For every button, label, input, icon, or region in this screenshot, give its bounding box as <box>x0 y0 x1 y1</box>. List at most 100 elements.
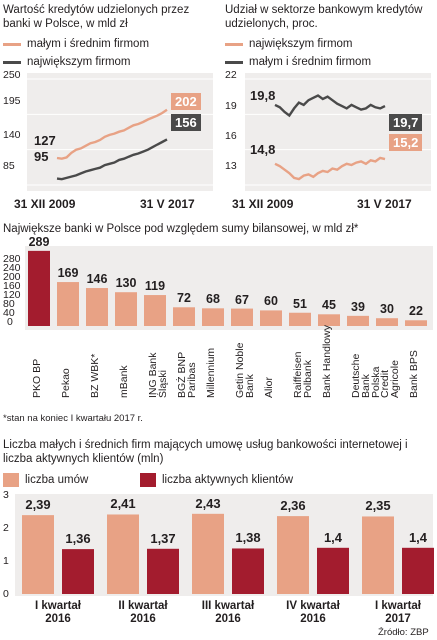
series-end-badge: 19,7 <box>389 114 423 131</box>
legend-label: małym i średnim firmom <box>27 38 150 50</box>
bar-value-label: 72 <box>177 291 191 306</box>
bar-value-label: 30 <box>380 302 394 317</box>
series-start-label: 95 <box>34 149 49 164</box>
loans-share-legend-sme: małym i średnim firmom <box>225 55 371 69</box>
series-line <box>56 138 168 181</box>
ytick: 140 <box>3 129 21 141</box>
loans-value-legend-large: największym firmom <box>3 55 131 69</box>
ytick: 0 <box>7 316 13 328</box>
ib-legend-contracts: liczba umów <box>3 473 88 487</box>
x-start-label: 31 XII 2009 <box>232 197 294 211</box>
bar-value-label: 119 <box>144 279 166 294</box>
ytick: 280 <box>3 253 21 265</box>
loans-value-chart <box>27 78 213 186</box>
legend-label: małym i średnim firmom <box>249 56 372 68</box>
ytick: 240 <box>3 262 21 274</box>
bar-value-label: 2,43 <box>195 495 221 511</box>
loans-value-legend-sme: małym i średnim firmom <box>3 37 149 51</box>
bar <box>202 308 224 326</box>
bar-value-label: 2,41 <box>110 496 136 512</box>
ytick: 19 <box>225 100 237 112</box>
loans-share-title: Udział w sektorze bankowym kredytów udzi… <box>225 4 423 30</box>
legend-swatch <box>140 473 156 487</box>
legend-label: największym firmom <box>249 38 353 50</box>
bar-value-label: 130 <box>115 276 137 291</box>
bar-value-label: 1,37 <box>150 530 176 546</box>
internet-banking-title: Liczba małych i średnich firm mających u… <box>3 439 408 465</box>
bar-value-label: 22 <box>409 304 423 319</box>
bar <box>362 516 394 594</box>
ytick: 200 <box>3 271 21 283</box>
loans-value-title: Wartość kredytów udzielonych przez banki… <box>3 4 190 30</box>
bar <box>144 295 166 326</box>
bar <box>192 513 224 594</box>
bar-value-label: 1,4 <box>408 529 428 545</box>
ytick: 40 <box>3 307 15 319</box>
bar <box>28 250 50 326</box>
bar <box>318 314 340 326</box>
bar <box>107 514 139 594</box>
bar <box>147 548 179 594</box>
bar-value-label: 2,35 <box>365 498 391 514</box>
bar <box>231 308 253 326</box>
bar <box>347 315 369 326</box>
ytick: 3 <box>3 489 9 501</box>
bar <box>376 318 398 326</box>
ytick: 22 <box>225 69 237 81</box>
ytick: 160 <box>3 280 21 292</box>
series-start-label: 19,8 <box>250 88 276 103</box>
legend-label: największym firmom <box>27 56 131 68</box>
bar-value-label: 169 <box>57 266 79 281</box>
ytick: 0 <box>3 588 9 600</box>
bar-value-label: 2,39 <box>25 497 51 513</box>
bar-value-label: 39 <box>351 299 365 314</box>
quarter-label: I kwartał 2017 <box>374 600 422 625</box>
series-line <box>274 94 386 118</box>
legend-label: liczba umów <box>25 474 89 486</box>
bar-value-label: 60 <box>264 294 278 309</box>
bar <box>260 310 282 326</box>
legend-swatch <box>3 60 21 64</box>
source: Źródło: ZBP <box>378 627 429 638</box>
bar-value-label: 289 <box>28 234 50 249</box>
loans-share-legend-large: największym firmom <box>225 37 353 51</box>
bar <box>277 516 309 594</box>
ytick: 85 <box>3 160 15 172</box>
ytick: 13 <box>225 160 237 172</box>
bar-value-label: 68 <box>206 292 220 307</box>
bar-value-label: 45 <box>322 298 336 313</box>
series-end-badge: 15,2 <box>389 134 423 151</box>
bar-value-label: 1,38 <box>235 530 261 546</box>
bar <box>86 288 108 326</box>
ytick: 2 <box>3 522 9 534</box>
quarter-label: III kwartał 2016 <box>201 600 255 625</box>
ytick: 80 <box>3 298 15 310</box>
ib-legend-active: liczba aktywnych klientów <box>140 473 293 487</box>
quarter-label: IV kwartał 2016 <box>286 600 340 625</box>
series-line <box>274 156 386 181</box>
bar <box>115 292 137 326</box>
ytick: 195 <box>3 95 21 107</box>
bar <box>402 547 434 594</box>
bar <box>405 320 427 326</box>
series-start-label: 127 <box>34 133 56 148</box>
bar <box>22 515 54 594</box>
ytick: 120 <box>3 289 21 301</box>
bar-value-label: 51 <box>293 296 307 311</box>
bar <box>62 549 94 594</box>
bar <box>173 307 195 326</box>
bar <box>289 312 311 326</box>
bar-value-label: 67 <box>235 292 249 307</box>
legend-swatch <box>3 42 21 46</box>
bank-assets-title: Największe banki w Polsce pod względem s… <box>3 223 359 235</box>
legend-swatch <box>3 473 19 487</box>
series-end-badge: 202 <box>171 93 201 110</box>
bank-assets-chart <box>28 250 427 326</box>
legend-swatch <box>225 42 243 46</box>
series-line <box>56 108 168 160</box>
bar-value-label: 1,36 <box>65 531 91 547</box>
footnote: *stan na koniec I kwartału 2017 r. <box>3 413 143 424</box>
ytick: 250 <box>3 69 21 81</box>
bar <box>232 548 264 594</box>
